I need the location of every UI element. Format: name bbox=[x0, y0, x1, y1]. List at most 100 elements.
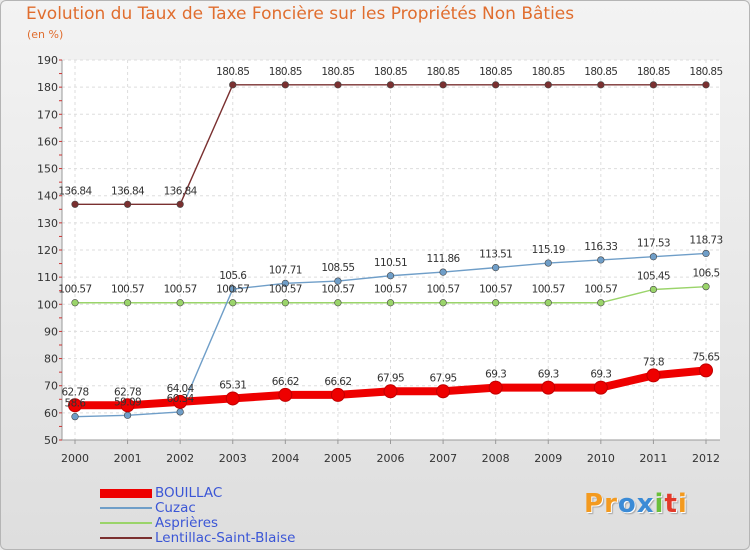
data-point bbox=[439, 81, 447, 89]
data-label: 105.45 bbox=[637, 270, 670, 282]
data-point bbox=[71, 299, 79, 307]
data-label: 66.62 bbox=[324, 376, 351, 388]
data-point bbox=[439, 299, 447, 307]
data-point bbox=[646, 368, 661, 383]
data-label: 100.57 bbox=[58, 284, 91, 296]
data-point bbox=[229, 285, 237, 293]
x-tick-label: 2001 bbox=[114, 452, 142, 465]
y-tick-label: 160 bbox=[37, 135, 58, 148]
data-label: 180.85 bbox=[216, 66, 249, 78]
x-tick-label: 2011 bbox=[639, 452, 667, 465]
data-label: 105.6 bbox=[219, 270, 247, 282]
data-point bbox=[649, 81, 658, 89]
data-label: 115.19 bbox=[532, 244, 565, 256]
data-label: 111.86 bbox=[427, 253, 461, 265]
x-tick-label: 2003 bbox=[219, 452, 247, 465]
data-label: 73.8 bbox=[643, 356, 664, 368]
logo-letter: r bbox=[604, 489, 618, 519]
data-label: 106.5 bbox=[692, 268, 719, 280]
data-label: 58.6 bbox=[65, 398, 87, 410]
data-label: 180.85 bbox=[584, 66, 617, 78]
data-label: 100.57 bbox=[321, 284, 354, 296]
logo-letter: i bbox=[677, 489, 688, 519]
data-label: 113.51 bbox=[479, 249, 512, 261]
legend-swatch bbox=[100, 522, 152, 524]
data-point bbox=[649, 253, 658, 261]
data-point bbox=[334, 299, 342, 307]
chart-title: Evolution du Taux de Taxe Foncière sur l… bbox=[26, 4, 575, 24]
data-point bbox=[229, 81, 237, 89]
data-label: 60.34 bbox=[167, 393, 195, 405]
data-label: 136.84 bbox=[111, 185, 145, 197]
data-point bbox=[699, 363, 713, 378]
data-point bbox=[544, 299, 552, 307]
x-tick-label: 2000 bbox=[61, 452, 89, 465]
data-point bbox=[278, 387, 293, 402]
data-point bbox=[229, 299, 237, 307]
data-label: 100.57 bbox=[269, 284, 302, 296]
data-label: 59.09 bbox=[114, 396, 141, 408]
y-tick-label: 60 bbox=[44, 407, 58, 420]
legend-label: Lentillac-Saint-Blaise bbox=[155, 530, 296, 546]
data-label: 75.65 bbox=[692, 351, 719, 363]
data-label: 100.57 bbox=[584, 284, 617, 296]
data-label: 117.53 bbox=[637, 238, 670, 250]
y-tick-label: 70 bbox=[44, 380, 58, 393]
data-point bbox=[436, 384, 451, 399]
data-label: 180.85 bbox=[427, 66, 460, 78]
data-point bbox=[334, 277, 342, 285]
data-label: 110.51 bbox=[374, 257, 407, 269]
data-label: 180.85 bbox=[269, 66, 302, 78]
unit-label: (en %) bbox=[27, 28, 64, 41]
data-label: 69.3 bbox=[590, 369, 611, 381]
data-label: 107.71 bbox=[269, 264, 302, 276]
data-label: 100.57 bbox=[164, 284, 197, 296]
data-point bbox=[702, 283, 710, 291]
series-lines bbox=[68, 81, 713, 421]
data-point bbox=[383, 384, 398, 399]
data-point bbox=[68, 398, 82, 413]
data-point bbox=[597, 299, 605, 307]
data-point bbox=[544, 259, 552, 267]
data-point bbox=[439, 268, 447, 276]
y-tick-label: 110 bbox=[37, 271, 58, 284]
legend-label: Asprières bbox=[155, 515, 219, 531]
data-point bbox=[123, 411, 132, 419]
data-label: 62.78 bbox=[61, 386, 88, 398]
data-label: 100.57 bbox=[532, 284, 565, 296]
x-tick-label: 2007 bbox=[429, 452, 457, 465]
data-point bbox=[120, 398, 135, 413]
x-tick-label: 2010 bbox=[587, 452, 615, 465]
x-tick-label: 2004 bbox=[271, 452, 299, 465]
data-label: 100.57 bbox=[479, 284, 512, 296]
data-point bbox=[281, 299, 289, 307]
data-point bbox=[281, 279, 289, 287]
data-point bbox=[71, 413, 79, 421]
data-point bbox=[173, 394, 188, 409]
data-label: 100.57 bbox=[216, 284, 249, 296]
legend-label: BOUILLAC bbox=[155, 485, 223, 501]
data-label: 108.55 bbox=[321, 262, 354, 274]
data-label: 65.31 bbox=[219, 379, 246, 391]
y-tick-label: 130 bbox=[37, 217, 58, 230]
data-label: 180.85 bbox=[637, 66, 670, 78]
data-point bbox=[334, 81, 342, 89]
data-point bbox=[123, 200, 132, 208]
data-point bbox=[488, 380, 503, 395]
y-tick-label: 180 bbox=[37, 81, 58, 94]
data-label: 100.57 bbox=[111, 284, 144, 296]
proxiti-logo: Proxiti bbox=[584, 489, 688, 519]
y-tick-label: 120 bbox=[37, 244, 58, 257]
data-point bbox=[597, 81, 605, 89]
x-tick-label: 2005 bbox=[324, 452, 352, 465]
data-label: 180.85 bbox=[689, 66, 722, 78]
data-point bbox=[492, 299, 500, 307]
data-label: 69.3 bbox=[538, 369, 559, 381]
data-point bbox=[492, 81, 500, 89]
data-label: 100.57 bbox=[427, 284, 460, 296]
data-label: 118.73 bbox=[689, 234, 722, 246]
data-point bbox=[281, 81, 289, 89]
data-point bbox=[176, 299, 184, 307]
data-label: 136.84 bbox=[164, 185, 198, 197]
y-tick-label: 190 bbox=[37, 54, 58, 67]
